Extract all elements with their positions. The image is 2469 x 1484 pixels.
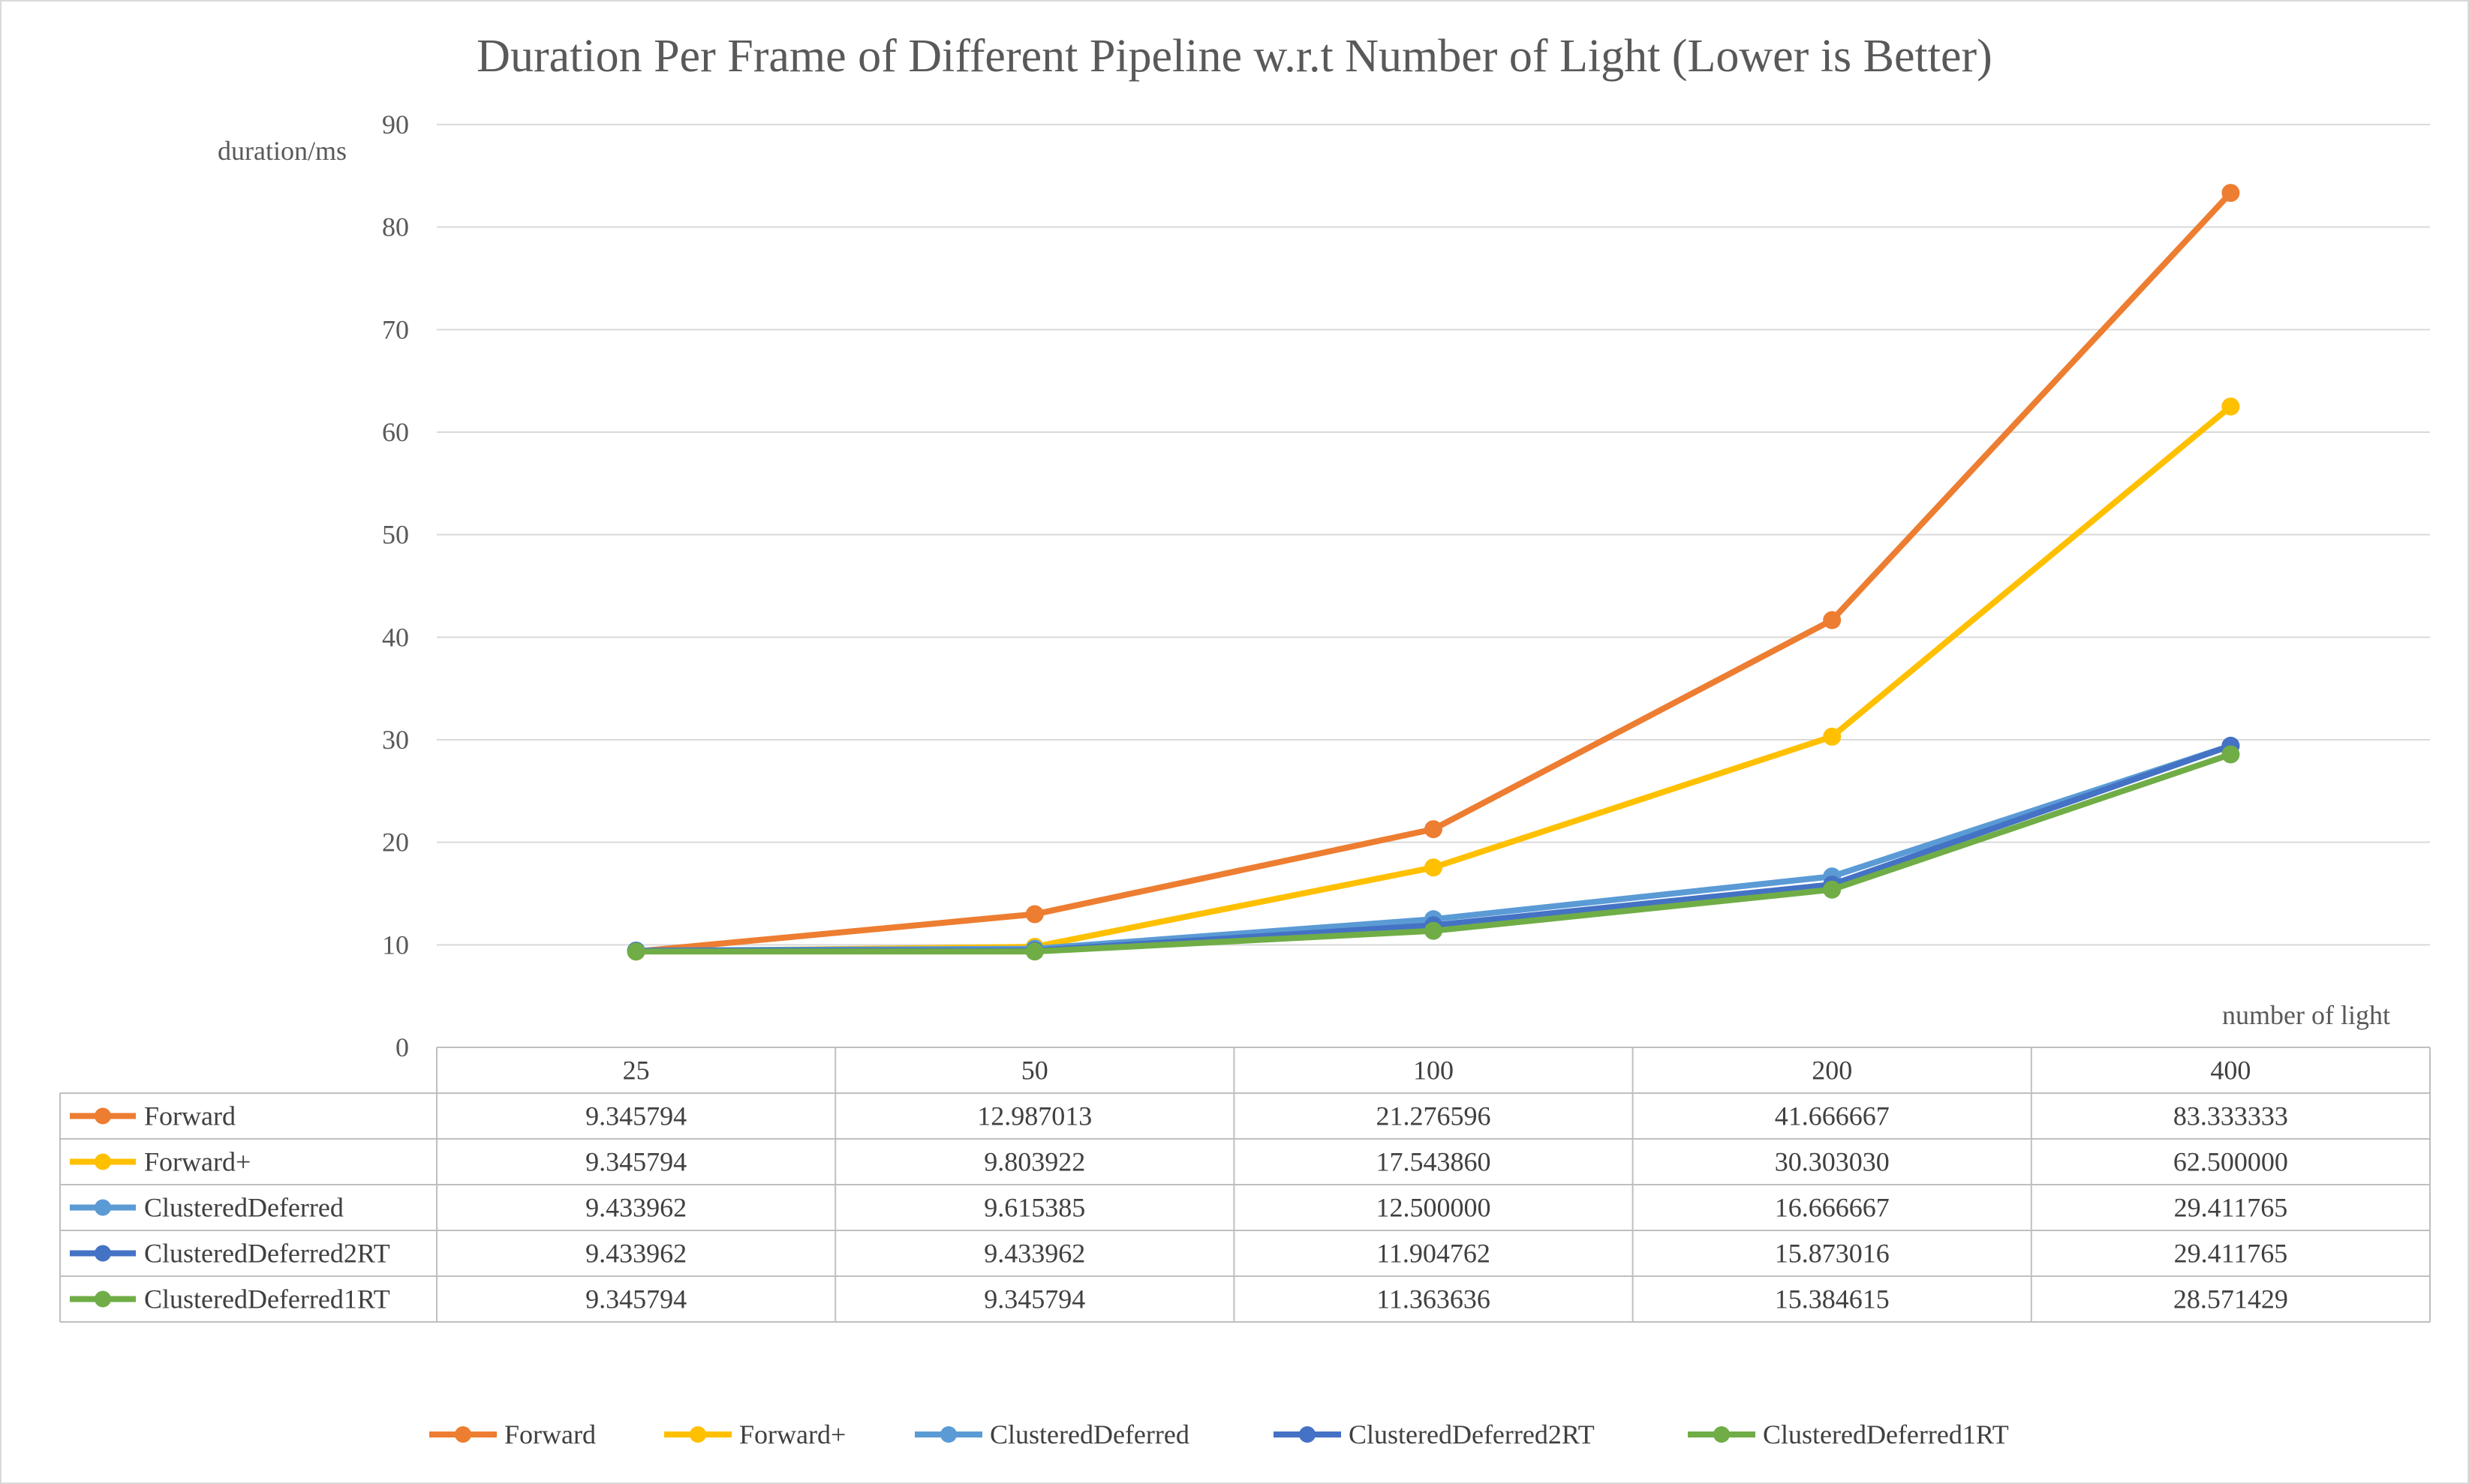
legend-marker <box>690 1426 706 1443</box>
data-point <box>1025 905 1044 924</box>
chart-title: Duration Per Frame of Different Pipeline… <box>477 31 1992 82</box>
y-tick-label: 10 <box>382 930 409 960</box>
legend-marker <box>1713 1426 1730 1443</box>
legend-label: Forward <box>504 1419 596 1449</box>
table-legend-marker <box>95 1290 111 1308</box>
y-tick-label: 40 <box>382 622 409 652</box>
y-tick-label: 60 <box>382 417 409 447</box>
table-cell: 9.345794 <box>585 1147 687 1177</box>
y-tick-label: 20 <box>382 828 409 858</box>
table-cell: 83.333333 <box>2173 1101 2288 1131</box>
data-point <box>1823 611 1842 629</box>
table-cell: 9.433962 <box>585 1239 687 1269</box>
table-cell: 28.571429 <box>2173 1284 2288 1314</box>
table-cell: 12.500000 <box>1376 1193 1491 1223</box>
table-series-name: ClusteredDeferred2RT <box>144 1239 390 1269</box>
x-tick-label: 25 <box>623 1056 650 1086</box>
y-tick-label: 30 <box>382 725 409 755</box>
y-axis-label: duration/ms <box>218 136 347 166</box>
x-tick-label: 200 <box>1812 1056 1852 1086</box>
table-cell: 11.904762 <box>1376 1239 1490 1269</box>
table-legend-marker <box>95 1107 111 1125</box>
table-cell: 9.345794 <box>585 1101 687 1131</box>
legend-marker <box>940 1426 957 1443</box>
plot-area <box>627 184 2240 961</box>
data-point <box>2221 397 2240 416</box>
data-point <box>1424 858 1442 877</box>
table-legend-marker <box>95 1245 111 1262</box>
grid <box>437 124 2430 946</box>
table-series-name: ClusteredDeferred1RT <box>144 1284 390 1314</box>
table-cell: 21.276596 <box>1376 1101 1491 1131</box>
data-point <box>1823 880 1842 899</box>
table-cell: 9.345794 <box>585 1284 687 1314</box>
legend-label: ClusteredDeferred <box>990 1419 1189 1449</box>
x-tick-label: 400 <box>2210 1056 2251 1086</box>
data-point <box>627 942 645 961</box>
table-cell: 29.411765 <box>2174 1193 2288 1223</box>
table-legend-marker <box>95 1153 111 1170</box>
table-cell: 30.303030 <box>1775 1147 1890 1177</box>
data-table: 25 50 100 200 400 Forward 9.345794 12.987013 21.… <box>59 1047 2431 1323</box>
data-point <box>1424 820 1442 839</box>
y-axis-ticks: 0 10 20 30 40 50 60 70 80 90 <box>382 110 409 1062</box>
data-point <box>1424 921 1442 940</box>
legend-label: ClusteredDeferred1RT <box>1763 1419 2009 1449</box>
legend: Forward Forward+ ClusteredDeferred Clustere… <box>429 1419 2009 1449</box>
legend-marker <box>455 1426 471 1443</box>
table-series-name: ClusteredDeferred <box>144 1193 344 1223</box>
y-tick-label: 90 <box>382 110 409 140</box>
x-axis-label: number of light <box>2222 1000 2390 1030</box>
table-cell: 9.803922 <box>984 1147 1085 1177</box>
table-cell: 9.615385 <box>984 1193 1085 1223</box>
legend-label: Forward+ <box>739 1419 846 1449</box>
table-cell: 9.433962 <box>984 1239 1085 1269</box>
x-tick-label: 50 <box>1021 1056 1048 1086</box>
x-tick-label: 100 <box>1413 1056 1454 1086</box>
table-cell: 29.411765 <box>2174 1239 2288 1269</box>
table-cell: 62.500000 <box>2173 1147 2288 1177</box>
legend-label: ClusteredDeferred2RT <box>1349 1419 1595 1449</box>
data-point <box>1823 727 1842 746</box>
table-cell: 17.543860 <box>1376 1147 1491 1177</box>
data-point <box>1025 942 1044 961</box>
y-tick-label: 0 <box>395 1032 409 1062</box>
data-point <box>2221 745 2240 764</box>
data-point <box>2221 184 2240 203</box>
y-tick-label: 80 <box>382 212 409 242</box>
table-cell: 41.666667 <box>1775 1101 1890 1131</box>
table-cell: 15.873016 <box>1775 1239 1890 1269</box>
y-tick-label: 70 <box>382 314 409 344</box>
table-series-name: Forward <box>144 1101 236 1131</box>
legend-marker <box>1299 1426 1316 1443</box>
table-legend-marker <box>95 1199 111 1216</box>
table-cell: 11.363636 <box>1376 1284 1490 1314</box>
table-cell: 15.384615 <box>1775 1284 1890 1314</box>
table-cell: 9.345794 <box>984 1284 1085 1314</box>
table-cell: 9.433962 <box>585 1193 687 1223</box>
y-tick-label: 50 <box>382 520 409 550</box>
table-cell: 16.666667 <box>1775 1193 1890 1223</box>
table-cell: 12.987013 <box>977 1101 1092 1131</box>
table-series-name: Forward+ <box>144 1147 251 1177</box>
